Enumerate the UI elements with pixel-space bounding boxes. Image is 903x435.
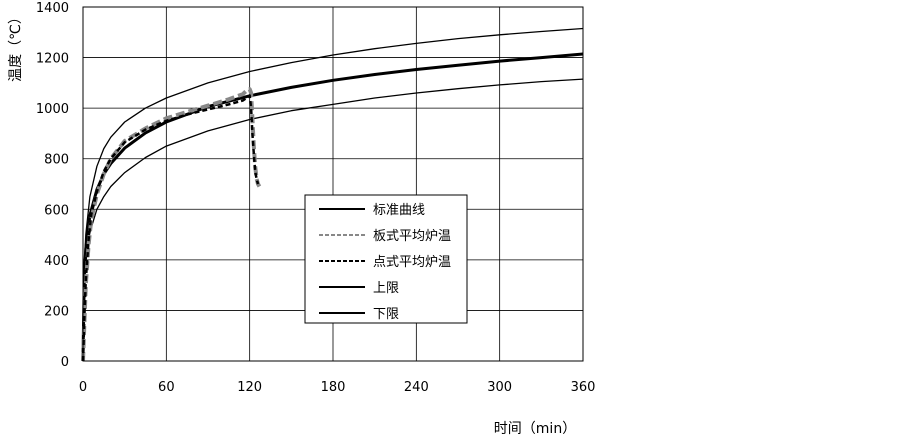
y-tick-label: 800 <box>44 153 69 168</box>
x-tick-label: 120 <box>237 380 262 395</box>
plot-frame <box>82 6 584 362</box>
y-axis-title: 温度（℃） <box>8 10 24 82</box>
x-tick-label: 0 <box>79 380 87 395</box>
x-tick-label: 60 <box>158 380 175 395</box>
y-tick-label: 200 <box>44 304 69 319</box>
y-tick-label: 600 <box>44 203 69 218</box>
x-tick-label: 360 <box>571 380 596 395</box>
series-line-1 <box>81 87 262 362</box>
y-tick-label: 400 <box>44 254 69 269</box>
x-tick-labels: 0 60 120 180 240 300 360 <box>79 380 596 395</box>
legend-box <box>304 194 468 324</box>
y-tick-label: 1400 <box>36 1 69 16</box>
x-tick-label: 300 <box>487 380 512 395</box>
x-tick-label: 240 <box>404 380 429 395</box>
y-tick-label: 1000 <box>36 102 69 117</box>
y-tick-label: 1200 <box>36 52 69 67</box>
series-lines <box>81 27 584 362</box>
legend-label: 标准曲线 <box>373 203 425 218</box>
legend-label: 下限 <box>373 307 399 322</box>
series-line-2 <box>81 94 260 362</box>
y-tick-label: 0 <box>61 355 69 370</box>
y-tick-labels: 0 200 400 600 800 1000 1200 1400 <box>36 1 69 370</box>
legend-label: 上限 <box>373 281 399 296</box>
legend-label: 板式平均炉温 <box>373 229 451 244</box>
series-line-3 <box>82 27 584 356</box>
x-tick-label: 180 <box>321 380 346 395</box>
legend-label: 点式平均炉温 <box>373 255 451 270</box>
x-axis-title: 时间（min） <box>494 421 576 435</box>
